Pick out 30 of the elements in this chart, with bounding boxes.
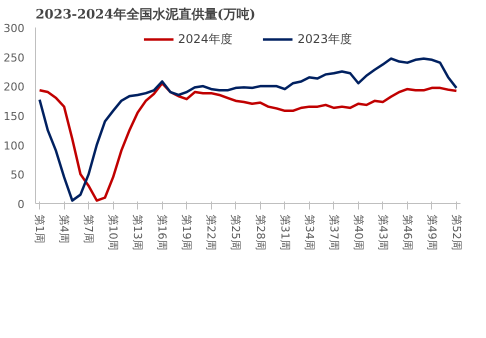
x-tick-label: 第10周 (106, 214, 120, 250)
chart-title: 2023-2024年全国水泥直供量(万吨) (36, 8, 256, 22)
x-tick-label: 第22周 (204, 214, 218, 250)
x-tick-label: 第13周 (131, 214, 144, 250)
y-tick-label: 0 (18, 198, 24, 211)
x-tick-label: 第40周 (352, 214, 365, 250)
y-tick-label: 150 (4, 110, 25, 123)
legend-label: 2023年度 (298, 30, 352, 48)
x-tick-label: 第1周 (33, 214, 46, 244)
x-tick-label: 第25周 (229, 214, 242, 250)
line-series (38, 82, 458, 202)
x-tick-label: 第31周 (278, 214, 292, 250)
x-tick-label: 第16周 (156, 214, 169, 250)
x-tick-label: 第46周 (400, 214, 414, 250)
y-tick-label: 300 (4, 22, 25, 35)
x-tick-label: 第7周 (82, 214, 96, 244)
x-tick-label: 第34周 (302, 214, 316, 250)
x-tick-label: 第49周 (425, 214, 438, 250)
x-tick-label: 第37周 (327, 214, 340, 250)
y-tick-label: 50 (10, 168, 25, 182)
y-tick-label: 100 (4, 139, 25, 152)
x-tick-label: 第52周 (450, 214, 463, 250)
legend-label: 2024年度 (178, 30, 232, 48)
line-series (38, 57, 458, 202)
x-tick-label: 第28周 (254, 214, 267, 250)
y-tick-label: 200 (4, 80, 25, 94)
x-tick-label: 第43周 (376, 214, 390, 250)
x-tick-label: 第19周 (180, 214, 194, 250)
x-tick-label: 第4周 (58, 214, 71, 244)
y-tick-label: 250 (4, 51, 25, 64)
